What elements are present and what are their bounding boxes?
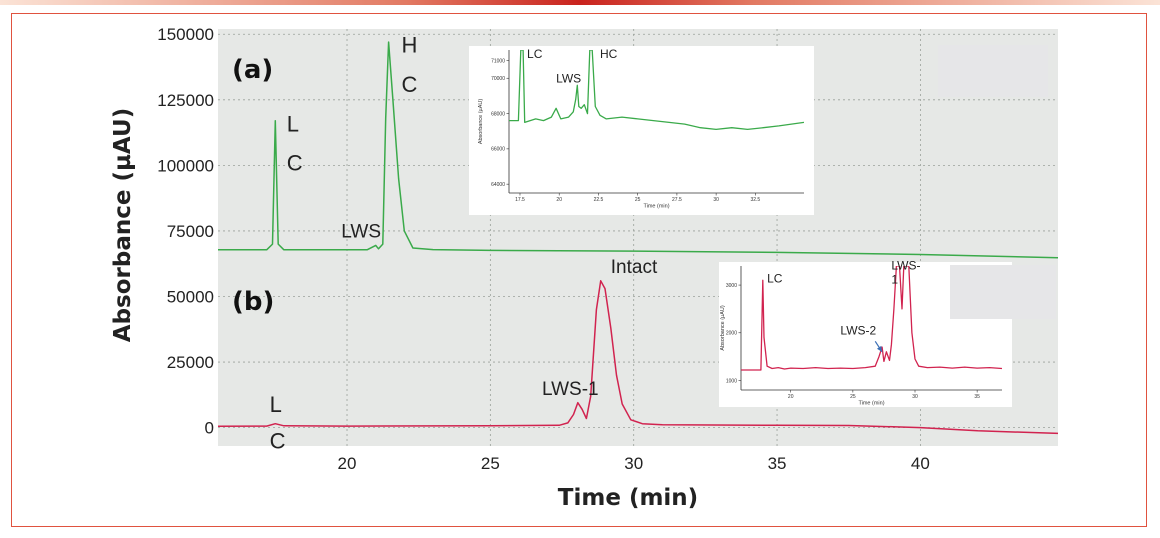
blank-patch-lower [950, 265, 1056, 319]
annotation-label: L [287, 111, 299, 136]
panel-label-b: (b) [232, 287, 274, 317]
x-tick-label: 40 [911, 454, 930, 473]
annotation-label: C [270, 429, 286, 454]
y-axis-title: Absorbance (µAU) [110, 108, 136, 342]
inset-peak-label: LWS-2 [840, 324, 876, 338]
inset-y-axis-title: Absorbance (µAU) [720, 305, 726, 351]
inset-y-tick-label: 68000 [491, 111, 505, 117]
annotation-label: LWS-1 [542, 379, 599, 400]
axis-ticks: 20 25 30 35 40 0 25000 50000 75000 100000 125000 15… [157, 25, 930, 473]
y-tick-label: 0 [205, 419, 214, 438]
inset-x-tick-label: 25 [635, 197, 641, 203]
x-tick-label: 35 [768, 454, 787, 473]
inset-x-tick-label: 17.5 [515, 197, 525, 203]
y-tick-label: 125000 [157, 91, 214, 110]
inset-y-tick-label: 64000 [491, 182, 505, 188]
y-tick-label: 25000 [167, 353, 214, 372]
inset-arrow-head [876, 345, 883, 352]
inset-x-axis-title: Time (min) [643, 204, 669, 210]
inset-x-tick-label: 32.5 [750, 197, 760, 203]
x-tick-label: 30 [624, 454, 643, 473]
blank-patch-upper [938, 45, 1048, 97]
inset-x-tick-label: 30 [912, 394, 918, 400]
inset-x-tick-label: 30 [713, 197, 719, 203]
inset-peak-label: HC [600, 47, 618, 61]
inset-y-tick-label: 66000 [491, 147, 505, 153]
annotation-label: LWS [341, 222, 381, 243]
inset-peak-label: LC [767, 272, 783, 286]
inset-peak-label: LC [527, 47, 543, 61]
inset-y-tick-label: 70000 [491, 76, 505, 82]
inset-x-axis-title: Time (min) [858, 401, 884, 407]
inset-x-tick-label: 20 [556, 197, 562, 203]
x-tick-label: 20 [338, 454, 357, 473]
y-tick-label: 50000 [167, 288, 214, 307]
y-tick-label: 75000 [167, 222, 214, 241]
inset-series-line [509, 50, 804, 131]
inset-y-tick-label: 2000 [726, 331, 737, 337]
inset-peak-label: LWS- [891, 258, 920, 272]
annotation-label: C [401, 72, 417, 97]
inset-y-tick-label: 1000 [726, 378, 737, 384]
y-tick-label: 100000 [157, 156, 214, 175]
inset-peak-label: 1 [891, 273, 898, 287]
series-line-2 [217, 280, 1059, 435]
annotation-label: C [287, 151, 303, 176]
x-axis-title: Time (min) [558, 485, 698, 511]
inset-series-line [741, 266, 1002, 371]
inset-chart-1: 17.5 20 22.5 25 27.5 30 32.5 64000 66000 68000 700… [469, 46, 814, 215]
figure-frame [11, 13, 1147, 527]
annotation-label: Intact [611, 257, 658, 278]
inset-y-tick-label: 71000 [491, 58, 505, 64]
inset-x-tick-label: 35 [974, 394, 980, 400]
inset-x-tick-label: 20 [788, 394, 794, 400]
inset-peak-label: LWS [556, 72, 581, 86]
inset-background [469, 46, 814, 215]
inset-x-tick-label: 25 [850, 394, 856, 400]
annotation-label: L [270, 392, 282, 417]
inset-y-tick-label: 3000 [726, 283, 737, 289]
series-layer [217, 41, 1059, 435]
series-line-1 [218, 41, 1059, 259]
annotation-label: H [401, 33, 417, 58]
y-tick-label: 150000 [157, 25, 214, 44]
x-tick-label: 25 [481, 454, 500, 473]
inset-x-tick-label: 22.5 [594, 197, 604, 203]
panel-label-a: (a) [232, 55, 273, 85]
top-accent-bar [0, 0, 1160, 5]
inset-y-axis-title: Absorbance (µAU) [478, 99, 484, 145]
inset-x-tick-label: 27.5 [672, 197, 682, 203]
